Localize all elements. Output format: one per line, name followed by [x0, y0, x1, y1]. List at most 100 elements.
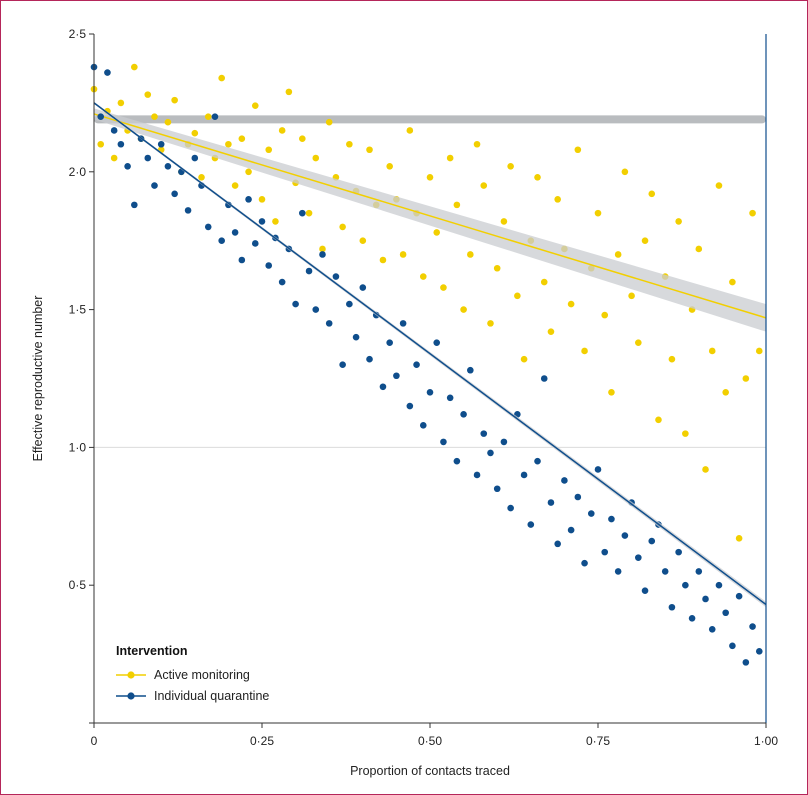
active-monitoring-point-12 — [171, 96, 178, 104]
individual-quarantine-point-47 — [406, 402, 414, 410]
individual-quarantine-point-96 — [735, 592, 743, 600]
active-monitoring-point-80 — [628, 292, 635, 300]
individual-quarantine-point-85 — [661, 568, 669, 575]
individual-quarantine-point-51 — [433, 339, 441, 346]
individual-quarantine-point-45 — [393, 372, 400, 380]
individual-quarantine-point-89 — [688, 614, 696, 622]
individual-quarantine-point-23 — [245, 196, 252, 203]
individual-quarantine-point-38 — [346, 300, 353, 308]
individual-quarantine-point-40 — [359, 284, 367, 291]
individual-quarantine-point-17 — [204, 223, 212, 231]
active-monitoring-point-67 — [540, 278, 548, 286]
y-tick-label: 1·5 — [69, 303, 87, 317]
active-monitoring-point-43 — [379, 256, 387, 264]
active-monitoring-point-86 — [668, 355, 676, 363]
active-monitoring-point-83 — [648, 190, 656, 198]
x-tick-label: 0·25 — [250, 734, 274, 748]
active-monitoring-point-81 — [635, 339, 642, 346]
individual-quarantine-point-32 — [305, 267, 313, 275]
individual-quarantine-point-12 — [171, 190, 178, 198]
active_monitoring-trend-line — [93, 113, 767, 319]
individual-quarantine-point-57 — [473, 471, 481, 479]
individual-quarantine-point-69 — [554, 540, 561, 548]
series-no-tracing — [94, 115, 766, 124]
active-monitoring-point-64 — [520, 355, 528, 363]
individual-quarantine-point-71 — [567, 526, 575, 534]
active-monitoring-point-76 — [601, 311, 609, 319]
active-monitoring-point-24 — [251, 102, 259, 109]
y-axis-title: Effective reproductive number — [31, 296, 45, 462]
individual-quarantine-point-70 — [561, 477, 568, 484]
individual-quarantine-point-24 — [251, 240, 259, 247]
active-monitoring-point-28 — [278, 127, 286, 134]
individual-quarantine-point-81 — [635, 554, 642, 561]
active-monitoring-point-25 — [258, 196, 266, 203]
individual-quarantine-point-34 — [319, 251, 326, 258]
individual-quarantine-point-88 — [682, 581, 689, 589]
individual-quarantine-point-76 — [601, 548, 609, 556]
active-monitoring-point-96 — [735, 535, 743, 542]
individual-quarantine-point-18 — [211, 113, 219, 120]
individual-quarantine-point-25 — [258, 218, 266, 225]
active-monitoring-point-93 — [715, 182, 723, 189]
individual-quarantine-point-41 — [366, 355, 373, 363]
active-monitoring-point-11 — [164, 118, 172, 126]
active-monitoring-point-51 — [433, 229, 441, 236]
individual-quarantine-point-86 — [668, 603, 676, 611]
active-monitoring-point-56 — [467, 251, 474, 258]
individual-quarantine-point-36 — [332, 273, 340, 280]
active-monitoring-point-79 — [621, 168, 629, 176]
individual-quarantine-point-95 — [729, 642, 736, 650]
active-monitoring-point-33 — [312, 154, 320, 162]
active-monitoring-point-38 — [346, 140, 353, 148]
y-tick-label: 2·0 — [69, 165, 87, 179]
active-monitoring-point-23 — [245, 168, 252, 176]
y-tick-label: 2·5 — [69, 27, 87, 41]
individual-quarantine-point-26 — [265, 262, 273, 269]
active-monitoring-point-27 — [272, 218, 279, 225]
individual-quarantine-point-78 — [614, 568, 622, 575]
individual-quarantine-point-68 — [547, 499, 555, 506]
individual-quarantine-point-60 — [493, 485, 501, 493]
individual-quarantine-point-3 — [110, 127, 118, 134]
individual-quarantine-point-39 — [352, 333, 360, 341]
individual-quarantine-point-66 — [534, 457, 541, 465]
individual-quarantine-point-82 — [641, 587, 649, 595]
individual-quarantine-point-19 — [218, 237, 225, 244]
active-monitoring-point-32 — [305, 209, 313, 217]
active-monitoring-point-94 — [722, 388, 729, 396]
legend-marker-individual_quarantine — [127, 692, 135, 700]
individual-quarantine-point-28 — [278, 278, 286, 286]
active-monitoring-point-87 — [675, 218, 682, 225]
ticks: 0·5 1·0 1·5 2·0 2·5 0 0·25 0·50 0·75 1·00 — [69, 27, 779, 748]
active-monitoring-point-58 — [480, 182, 488, 189]
individual-quarantine-point-52 — [440, 438, 447, 446]
legend-title: Intervention — [116, 644, 188, 658]
active-monitoring-point-69 — [554, 196, 561, 203]
x-tick-label: 0·75 — [586, 734, 610, 748]
active-monitoring-point-40 — [359, 237, 367, 244]
active-monitoring-point-46 — [399, 251, 407, 258]
active-monitoring-point-59 — [487, 320, 494, 327]
individual-quarantine-point-46 — [399, 320, 407, 327]
x-tick-label: 0·50 — [418, 734, 442, 748]
active-monitoring-point-44 — [386, 162, 393, 170]
legend-label-active_monitoring: Active monitoring — [154, 668, 250, 682]
active-monitoring-point-95 — [729, 278, 736, 286]
active-monitoring-point-72 — [574, 146, 582, 154]
active-monitoring-point-61 — [500, 218, 508, 225]
individual-quarantine-point-55 — [460, 411, 467, 418]
active-monitoring-point-16 — [198, 174, 205, 181]
individual-quarantine-point-6 — [131, 201, 138, 209]
individual-quarantine-point-54 — [453, 457, 461, 465]
individual_quarantine-trend-line — [93, 102, 767, 606]
active-monitoring-point-82 — [641, 237, 649, 244]
individual-quarantine-point-11 — [164, 162, 172, 170]
active_monitoring-ci-band — [94, 108, 766, 332]
active-monitoring-point-34 — [319, 245, 326, 253]
individual-quarantine-point-98 — [749, 623, 756, 630]
individual-quarantine-point-14 — [184, 207, 192, 214]
series-layer — [90, 34, 767, 723]
individual-quarantine-point-58 — [480, 430, 488, 437]
individual-quarantine-point-97 — [742, 659, 750, 666]
